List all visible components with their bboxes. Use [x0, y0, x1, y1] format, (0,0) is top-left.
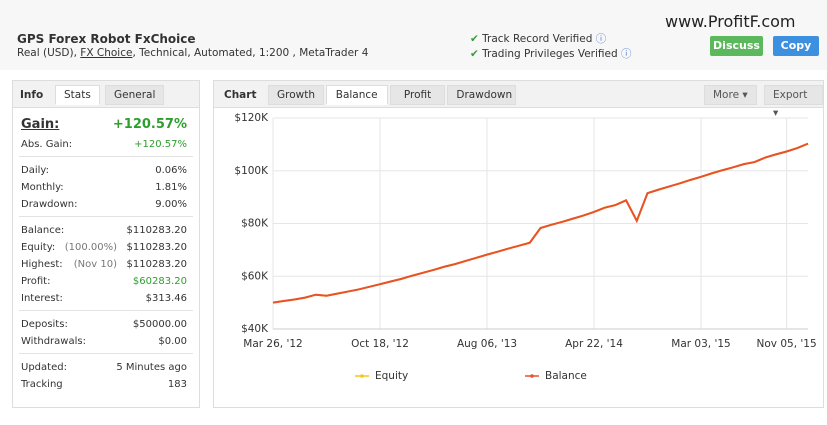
- y-tick-label: $60K: [241, 270, 269, 282]
- row-label: Equity:: [21, 242, 56, 253]
- info-row: Interest: $313.46: [21, 290, 187, 307]
- info-row: Deposits: $50000.00: [21, 316, 187, 333]
- separator: [19, 353, 193, 354]
- info-tab[interactable]: Stats: [55, 85, 100, 105]
- row-note: (Nov 10): [73, 259, 117, 270]
- row-value: $110283.20: [126, 259, 187, 270]
- legend-dot: [360, 374, 364, 378]
- info-row: Withdrawals: $0.00: [21, 333, 187, 350]
- chart-panel: Chart More ▾ Export ▾ Growth Balance Profi…: [213, 80, 824, 408]
- row-value: $110283.20: [126, 242, 187, 253]
- y-tick-label: $80K: [241, 218, 269, 230]
- x-tick-label: Aug 06, '13: [457, 338, 517, 350]
- row-value: 183: [167, 379, 187, 390]
- info-row: Balance: $110283.20: [21, 222, 187, 239]
- logo: www.ProfitF.com: [665, 12, 796, 31]
- info-row: Drawdown: 9.00%: [21, 196, 187, 213]
- x-tick-label: Oct 18, '12: [351, 338, 409, 350]
- x-tick-label: Apr 22, '14: [565, 338, 623, 350]
- row-label: Balance:: [21, 225, 65, 236]
- legend-label: Balance: [545, 370, 587, 382]
- row-label: Deposits:: [21, 319, 68, 330]
- row-value: $110283.20: [126, 225, 187, 236]
- separator: [19, 216, 193, 217]
- row-value: 1.81%: [155, 182, 187, 193]
- info-row: Monthly: 1.81%: [21, 179, 187, 196]
- row-label: Interest:: [21, 293, 63, 304]
- info-row: Abs. Gain: +120.57%: [21, 136, 187, 153]
- row-value: 5 Minutes ago: [116, 362, 187, 373]
- legend-label: Equity: [375, 370, 408, 382]
- row-label: Daily:: [21, 165, 49, 176]
- info-row: Highest: (Nov 10) $110283.20: [21, 256, 187, 273]
- header-bg: [0, 0, 827, 70]
- row-value: +120.57%: [134, 139, 187, 150]
- info-row: Daily: 0.06%: [21, 162, 187, 179]
- y-tick-label: $100K: [234, 165, 269, 177]
- more-button[interactable]: More ▾: [704, 85, 757, 105]
- info-row: Tracking 183: [21, 376, 187, 393]
- row-label: Abs. Gain:: [21, 139, 73, 150]
- verified-item: Track Record Verified: [482, 33, 593, 45]
- x-tick-label: Nov 05, '15: [757, 338, 817, 350]
- x-tick-label: Mar 03, '15: [671, 338, 730, 350]
- info-tab[interactable]: General: [105, 85, 165, 105]
- series-line: [272, 142, 809, 304]
- subtitle-prefix: Real (USD),: [17, 47, 77, 59]
- chart-tab[interactable]: Profit: [389, 85, 446, 105]
- gain-value: +120.57%: [112, 117, 187, 132]
- copy-button[interactable]: Copy: [773, 36, 819, 56]
- row-label: Highest:: [21, 259, 63, 270]
- info-panel: Info Stats General Gain: +120.57% Abs. Ga…: [12, 80, 200, 408]
- separator: [19, 156, 193, 157]
- info-row: Equity: (100.00%) $110283.20: [21, 239, 187, 256]
- separator: [19, 310, 193, 311]
- chart-tab-title: Chart: [224, 89, 257, 101]
- row-label: Monthly:: [21, 182, 64, 193]
- row-label: Tracking: [21, 379, 63, 390]
- row-label: Profit:: [21, 276, 51, 287]
- row-label: Withdrawals:: [21, 336, 86, 347]
- more-label: More: [713, 89, 740, 101]
- gain-row: Gain: +120.57%: [21, 116, 187, 133]
- info-row: Profit: $60283.20: [21, 273, 187, 290]
- gain-label: Gain:: [21, 117, 60, 132]
- y-tick-label: $40K: [241, 323, 269, 335]
- x-tick-label: Mar 26, '12: [243, 338, 302, 350]
- row-value: 0.06%: [155, 165, 187, 176]
- row-note: (100.00%): [64, 242, 117, 253]
- verified: ✔ Trading Privileges Verified ⓘ: [470, 48, 632, 60]
- verified: ✔ Track Record Verified ⓘ: [470, 33, 607, 45]
- row-label: Updated:: [21, 362, 67, 373]
- legend-dot: [530, 374, 534, 378]
- discuss-button[interactable]: Discuss: [710, 36, 763, 56]
- title: GPS Forex Robot FxChoice: [17, 32, 196, 46]
- row-value: $313.46: [145, 293, 187, 304]
- broker-link[interactable]: FX Choice: [80, 47, 133, 59]
- export-label: Export: [773, 89, 808, 101]
- subtitle: Real (USD), FX Choice, Technical, Automa…: [17, 47, 368, 59]
- row-label: Drawdown:: [21, 199, 78, 210]
- row-value: $60283.20: [132, 276, 187, 287]
- chart-tab[interactable]: Balance: [325, 85, 388, 105]
- chart-tab[interactable]: Drawdown: [447, 85, 517, 105]
- y-tick-label: $120K: [234, 112, 269, 124]
- info-title: Info: [20, 89, 44, 101]
- export-button[interactable]: Export ▾: [764, 85, 823, 119]
- row-value: 9.00%: [155, 199, 187, 210]
- verified-item: Trading Privileges Verified: [482, 48, 618, 60]
- row-value: $0.00: [158, 336, 187, 347]
- subtitle-suffix: , Technical, Automated, 1:200 , MetaTrad…: [132, 47, 369, 59]
- chart-tab[interactable]: Growth: [268, 85, 324, 105]
- info-row: Updated: 5 Minutes ago: [21, 359, 187, 376]
- row-value: $50000.00: [132, 319, 187, 330]
